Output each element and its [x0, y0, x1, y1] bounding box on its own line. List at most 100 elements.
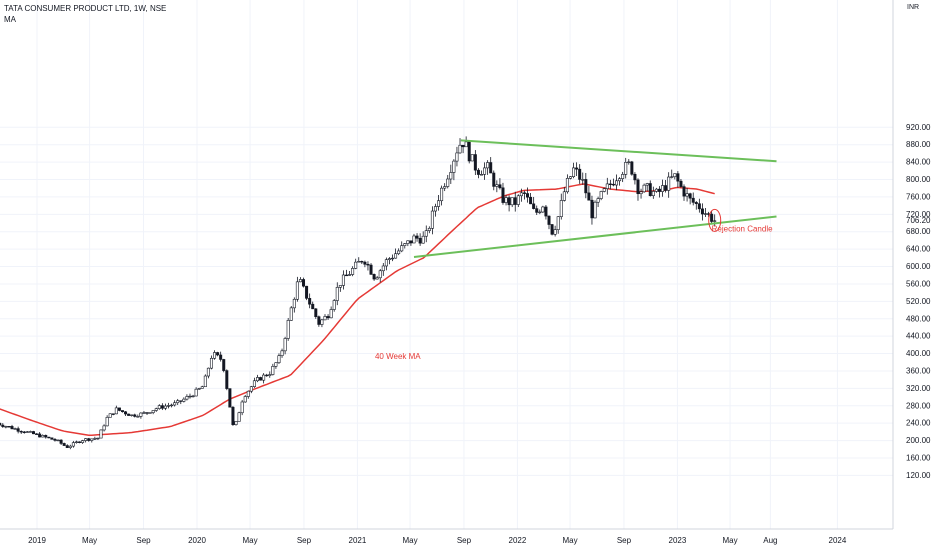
candle — [19, 430, 23, 434]
candle — [102, 424, 106, 432]
candle — [535, 205, 539, 216]
candle — [329, 306, 333, 319]
candle-body — [501, 187, 505, 203]
candle-body — [703, 213, 707, 215]
candle — [16, 426, 20, 434]
candle — [636, 178, 640, 201]
y-tick-label: 560.00 — [906, 279, 931, 288]
candle — [618, 177, 622, 186]
trendlines-layer — [413, 139, 777, 258]
candle-body — [596, 198, 600, 203]
candle — [691, 192, 695, 206]
candle — [621, 171, 625, 183]
candle-body — [225, 370, 229, 389]
candle — [394, 248, 398, 259]
candle-body — [108, 413, 112, 418]
candle — [31, 430, 35, 435]
candle-body — [262, 374, 266, 381]
x-tick-label: 2019 — [28, 536, 46, 545]
candle-body — [489, 162, 493, 174]
candle-body — [685, 193, 689, 197]
y-tick-label: 400.00 — [906, 349, 931, 358]
candle — [222, 358, 226, 373]
candle-body — [510, 197, 514, 206]
y-tick-label: 240.00 — [906, 419, 931, 428]
candle-body — [691, 197, 695, 203]
candle-body — [145, 412, 149, 414]
candle-body — [605, 183, 609, 189]
candle — [139, 412, 143, 419]
candle-body — [203, 375, 207, 388]
candle-body — [633, 173, 637, 181]
candle — [363, 260, 367, 268]
y-tick-label: 440.00 — [906, 332, 931, 341]
trendline-lower[interactable] — [413, 215, 777, 258]
candle-body — [590, 199, 594, 219]
candle — [10, 424, 14, 430]
candle — [127, 413, 131, 416]
candle — [148, 412, 152, 414]
trendline-upper[interactable] — [460, 139, 777, 163]
candle-body — [219, 354, 223, 360]
candle-body — [44, 435, 48, 438]
candle-body — [25, 431, 29, 433]
candle-body — [87, 438, 91, 441]
candle — [369, 263, 373, 275]
candle — [676, 171, 680, 188]
candle — [354, 258, 358, 270]
candle — [406, 240, 410, 247]
candle-body — [700, 208, 704, 215]
y-tick-label: 280.00 — [906, 401, 931, 410]
candle — [167, 402, 171, 409]
candle — [326, 314, 330, 320]
candle — [154, 407, 158, 412]
candle-body — [302, 279, 306, 287]
candle-body — [492, 172, 496, 187]
candle-body — [332, 300, 336, 310]
candle-body — [624, 162, 628, 175]
candle — [513, 191, 517, 212]
candle — [194, 387, 198, 397]
price-axis[interactable]: 120.00 160.00 200.00 240.00 280.00 320.00 360.… — [906, 123, 931, 480]
candle-body — [575, 167, 579, 170]
candle — [476, 168, 480, 179]
candle-body — [565, 178, 569, 193]
candle-body — [341, 274, 345, 286]
candle — [529, 193, 533, 205]
candle-body — [713, 220, 717, 222]
time-axis[interactable]: 2019 May Sep 2020 May Sep 2021 May Sep 2022 May Sep… — [28, 536, 847, 545]
candle-body — [188, 395, 192, 398]
candle-body — [127, 413, 131, 416]
candle — [311, 301, 315, 310]
candle — [522, 190, 526, 200]
indicator-legend-ma[interactable]: MA — [4, 15, 16, 24]
candle — [216, 351, 220, 357]
candle-body — [710, 213, 714, 222]
candle — [185, 394, 189, 401]
candle — [351, 266, 355, 277]
candle-body — [259, 377, 263, 381]
candle — [90, 438, 94, 443]
candle-body — [65, 445, 69, 448]
candle-body — [553, 229, 557, 235]
candle-body — [16, 428, 20, 432]
candle — [556, 216, 560, 234]
y-tick-label: 680.00 — [906, 227, 931, 236]
candle — [703, 207, 707, 217]
candle — [249, 385, 253, 394]
candle-body — [167, 405, 171, 407]
candle-body — [105, 417, 109, 427]
candle-body — [654, 188, 658, 192]
candle — [305, 285, 309, 301]
x-tick-label: May — [402, 536, 417, 545]
candle-body — [599, 191, 603, 199]
candle-body — [120, 410, 124, 413]
candle-body — [298, 279, 302, 283]
candle — [624, 157, 628, 179]
candle — [458, 138, 462, 154]
candle-body — [280, 350, 284, 357]
candle — [1, 423, 5, 428]
candle-body — [670, 176, 674, 178]
candle — [302, 277, 306, 288]
